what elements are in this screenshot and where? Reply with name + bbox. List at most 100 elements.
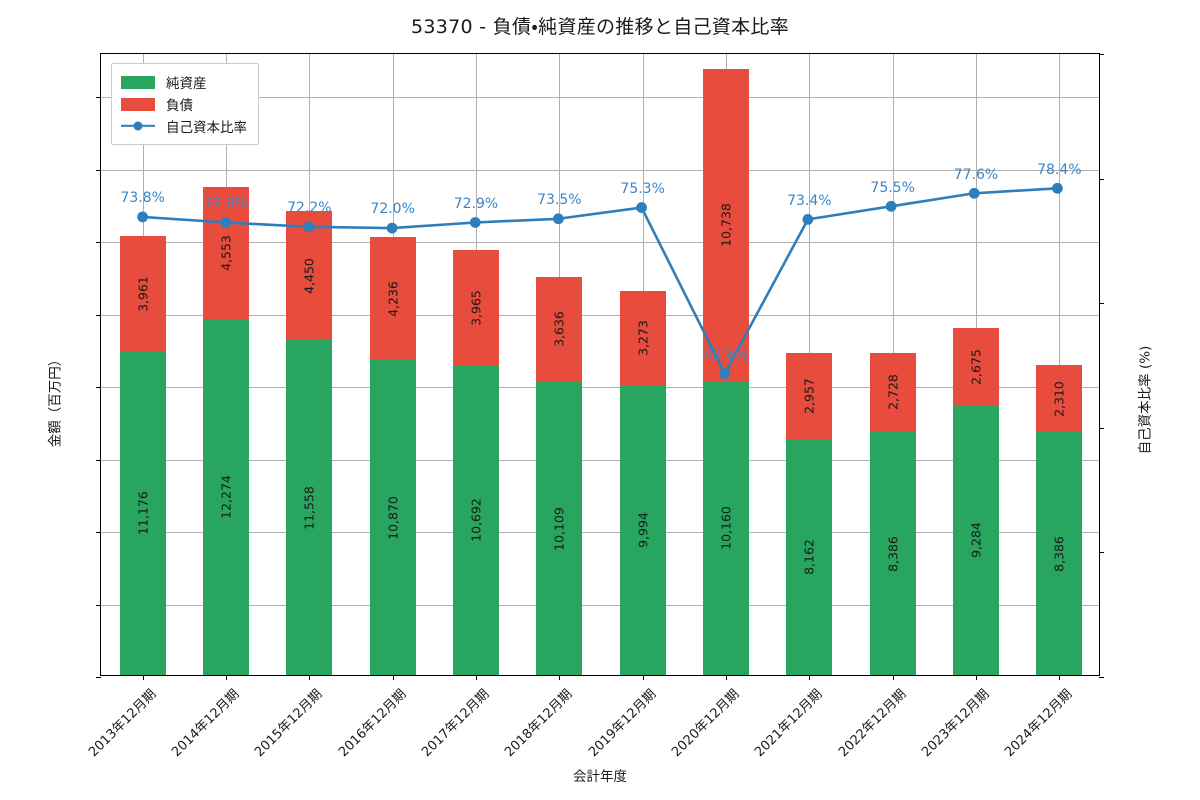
bar-segment-equity[interactable]: 8,386 <box>869 432 916 675</box>
plot-area: 02,5005,0007,50010,00012,50015,00017,500… <box>96 52 1104 680</box>
x-axis-tick-mark <box>642 675 644 680</box>
legend-item-label: 自己資本比率 <box>166 120 247 136</box>
bar-segment-equity[interactable]: 10,870 <box>369 360 416 675</box>
gridline <box>101 242 1099 244</box>
bar-group[interactable]: 8,162 2,957 <box>786 52 833 675</box>
bar-value-label: 3,636 <box>551 311 567 348</box>
bar-segment-liability[interactable]: 2,675 <box>953 328 999 406</box>
y-axis-right-label: 自己資本比率 (%) <box>1137 345 1154 455</box>
bar-segment-liability[interactable]: 3,273 <box>619 290 666 386</box>
bar-value-label: 2,728 <box>885 374 901 411</box>
bar-group[interactable]: 9,994 3,273 <box>619 52 666 675</box>
bar-value-label: 10,738 <box>718 203 734 247</box>
bar-segment-equity[interactable]: 10,109 <box>536 382 583 675</box>
x-axis-tick-mark <box>392 675 394 680</box>
bar-value-label: 11,176 <box>135 491 151 535</box>
ratio-value-label: 72.9% <box>453 195 499 212</box>
bar-value-label: 2,675 <box>968 349 984 386</box>
y-axis-right-tick-mark <box>1099 303 1104 305</box>
ratio-value-label: 75.3% <box>620 180 665 197</box>
bar-segment-equity[interactable]: 9,284 <box>953 405 999 675</box>
y-axis-right-tick-mark <box>1099 54 1104 55</box>
bar-segment-equity[interactable]: 8,386 <box>1036 432 1083 675</box>
bar-group[interactable]: 12,274 4,553 <box>203 52 249 675</box>
bar-value-label: 3,273 <box>635 320 651 356</box>
y-axis-left-tick-mark <box>96 459 101 461</box>
y-axis-right-tick-mark <box>1099 178 1104 180</box>
bar-value-label: 10,870 <box>385 495 401 540</box>
bar-segment-liability[interactable]: 2,310 <box>1036 365 1083 433</box>
bar-group[interactable]: 9,284 2,675 <box>953 52 999 675</box>
gridline <box>101 169 1099 171</box>
bar-value-label: 9,284 <box>968 522 984 559</box>
x-axis-tick-label: 2024年12月期 <box>1002 686 1076 761</box>
bar-group[interactable]: 10,109 3,636 <box>536 52 583 675</box>
y-axis-left-tick-mark <box>96 532 101 534</box>
bar-group[interactable]: 10,870 4,236 <box>369 52 416 675</box>
x-axis-tick-label: 2017年12月期 <box>419 686 493 761</box>
gridline <box>101 604 1099 606</box>
y-axis-right-tick-mark <box>1099 677 1104 678</box>
bar-segment-liability[interactable]: 4,450 <box>286 211 333 341</box>
legend-item[interactable]: 自己資本比率 <box>121 115 247 137</box>
bar-value-label: 8,162 <box>801 538 817 575</box>
ratio-value-label: 78.4% <box>1037 161 1082 178</box>
bar-group[interactable]: 10,160 10,738 <box>703 52 749 675</box>
legend-item[interactable]: 負債 <box>121 93 247 115</box>
bar-segment-liability[interactable]: 10,738 <box>703 69 749 381</box>
bar-value-label: 12,274 <box>218 475 234 520</box>
bar-value-label: 2,957 <box>801 377 817 414</box>
y-axis-left-tick-mark <box>96 97 101 99</box>
bar-segment-equity[interactable]: 11,558 <box>286 340 333 675</box>
bar-group[interactable]: 10,692 3,965 <box>453 52 499 675</box>
bar-value-label: 10,692 <box>468 498 484 542</box>
y-axis-left-tick-mark <box>96 677 101 678</box>
legend-line-marker-icon <box>121 120 155 133</box>
legend-item[interactable]: 純資産 <box>121 71 247 93</box>
bar-segment-liability[interactable]: 2,957 <box>786 352 833 439</box>
bar-group[interactable]: 11,176 3,961 <box>119 52 166 675</box>
bar-group[interactable]: 8,386 2,310 <box>1036 52 1083 675</box>
ratio-value-label: 72.0% <box>370 201 415 218</box>
bar-segment-liability[interactable]: 2,728 <box>869 352 916 433</box>
chart-title: 53370 - 負債・純資産の推移と自己資本比率 <box>410 16 790 38</box>
bar-segment-liability[interactable]: 3,965 <box>453 250 499 366</box>
bar-group[interactable]: 8,386 2,728 <box>869 52 916 675</box>
x-axis-tick-label: 2022年12月期 <box>835 686 910 761</box>
bar-segment-equity[interactable]: 10,692 <box>453 365 499 675</box>
bar-segment-equity[interactable]: 8,162 <box>786 438 833 675</box>
x-axis-tick-mark <box>559 675 561 680</box>
bar-segment-equity[interactable]: 10,160 <box>703 380 749 675</box>
bar-value-label: 9,994 <box>635 512 651 549</box>
bar-segment-equity[interactable]: 11,176 <box>119 351 166 675</box>
ratio-value-label: 73.5% <box>537 192 582 209</box>
y-axis-left-tick-mark <box>96 314 101 316</box>
gridline <box>101 314 1099 316</box>
y-axis-left-label: 金額（百万円） <box>47 352 64 448</box>
ratio-value-label: 72.2% <box>287 200 332 217</box>
legend-item-label: 負債 <box>166 98 193 114</box>
bar-value-label: 3,961 <box>135 275 151 312</box>
x-axis-tick-mark <box>142 675 144 680</box>
bar-segment-liability[interactable]: 3,961 <box>119 236 166 352</box>
x-axis-tick-mark <box>476 675 477 680</box>
bar-segment-liability[interactable]: 4,236 <box>369 237 416 361</box>
vertical-gridline <box>1059 54 1061 675</box>
x-axis-tick-mark <box>892 675 894 680</box>
ratio-line-series <box>137 182 1063 379</box>
ratio-value-label: 48.6% <box>703 347 749 364</box>
bar-segment-equity[interactable]: 12,274 <box>203 319 249 675</box>
bar-value-label: 3,965 <box>468 289 484 326</box>
legend-item-label: 純資産 <box>166 76 207 92</box>
bar-segment-liability[interactable]: 3,636 <box>536 276 583 383</box>
x-axis-tick-label: 2023年12月期 <box>919 686 993 761</box>
x-axis-tick-mark <box>809 675 811 680</box>
bar-segment-equity[interactable]: 9,994 <box>619 385 666 675</box>
ratio-value-label: 77.6% <box>953 166 999 183</box>
x-axis-tick-label: 2016年12月期 <box>335 686 410 761</box>
y-axis-left-tick-mark <box>96 387 101 389</box>
bar-value-label: 10,109 <box>551 506 567 551</box>
ratio-line-path <box>141 187 1059 375</box>
bar-group[interactable]: 11,558 4,450 <box>286 52 333 675</box>
gridline <box>101 387 1099 389</box>
